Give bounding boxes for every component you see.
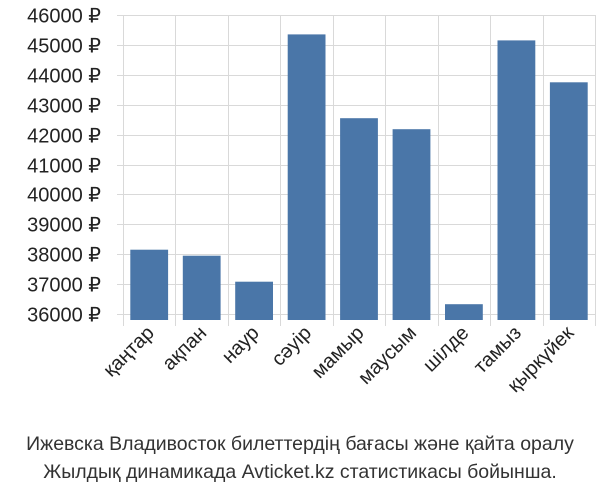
y-tick-label: 42000 ₽ bbox=[27, 126, 101, 148]
y-tick-label: 45000 ₽ bbox=[27, 36, 101, 58]
bar-8 bbox=[549, 82, 588, 320]
bar-4 bbox=[340, 118, 378, 320]
bars bbox=[130, 34, 588, 321]
x-tick-label: шілде bbox=[419, 322, 473, 376]
x-axis-ticks: қаңтар ақпан наур сәуірмамырмаусымшілдетамы… bbox=[99, 322, 578, 397]
y-tick-label: 39000 ₽ bbox=[27, 215, 101, 237]
bar-chart: 36000 ₽ 37000 ₽ 38000 ₽ 39000 ₽ 40000 ₽ 41000… bbox=[27, 6, 596, 397]
bar-2 bbox=[235, 281, 273, 320]
y-axis-ticks: 36000 ₽ 37000 ₽ 38000 ₽ 39000 ₽ 40000 ₽ 41000… bbox=[27, 6, 101, 327]
caption-line-2: Жылдық динамикада Avticket.kz статистика… bbox=[43, 461, 557, 483]
y-tick-label: 41000 ₽ bbox=[27, 156, 101, 178]
bar-0 bbox=[130, 249, 169, 320]
x-tick-label: қаңтар bbox=[99, 322, 158, 381]
y-tick-label: 36000 ₽ bbox=[27, 305, 101, 327]
y-tick-label: 44000 ₽ bbox=[27, 66, 101, 88]
bar-7 bbox=[497, 40, 536, 321]
y-tick-label: 40000 ₽ bbox=[27, 185, 101, 207]
y-tick-label: 43000 ₽ bbox=[27, 96, 101, 118]
x-tick-label: сәуір bbox=[268, 322, 317, 371]
caption-line-1: Ижевска Владивосток билеттердің бағасы ж… bbox=[26, 433, 574, 455]
bar-6 bbox=[445, 304, 483, 320]
y-tick-label: 46000 ₽ bbox=[27, 6, 101, 28]
x-tick-label: маусым bbox=[354, 322, 421, 389]
x-tick-label: ақпан bbox=[158, 322, 211, 375]
y-tick-label: 38000 ₽ bbox=[27, 245, 101, 267]
bar-3 bbox=[287, 34, 326, 321]
x-tick-label: наур bbox=[218, 322, 264, 368]
bar-1 bbox=[182, 255, 221, 320]
bar-5 bbox=[392, 129, 431, 320]
y-tick-label: 37000 ₽ bbox=[27, 275, 101, 297]
